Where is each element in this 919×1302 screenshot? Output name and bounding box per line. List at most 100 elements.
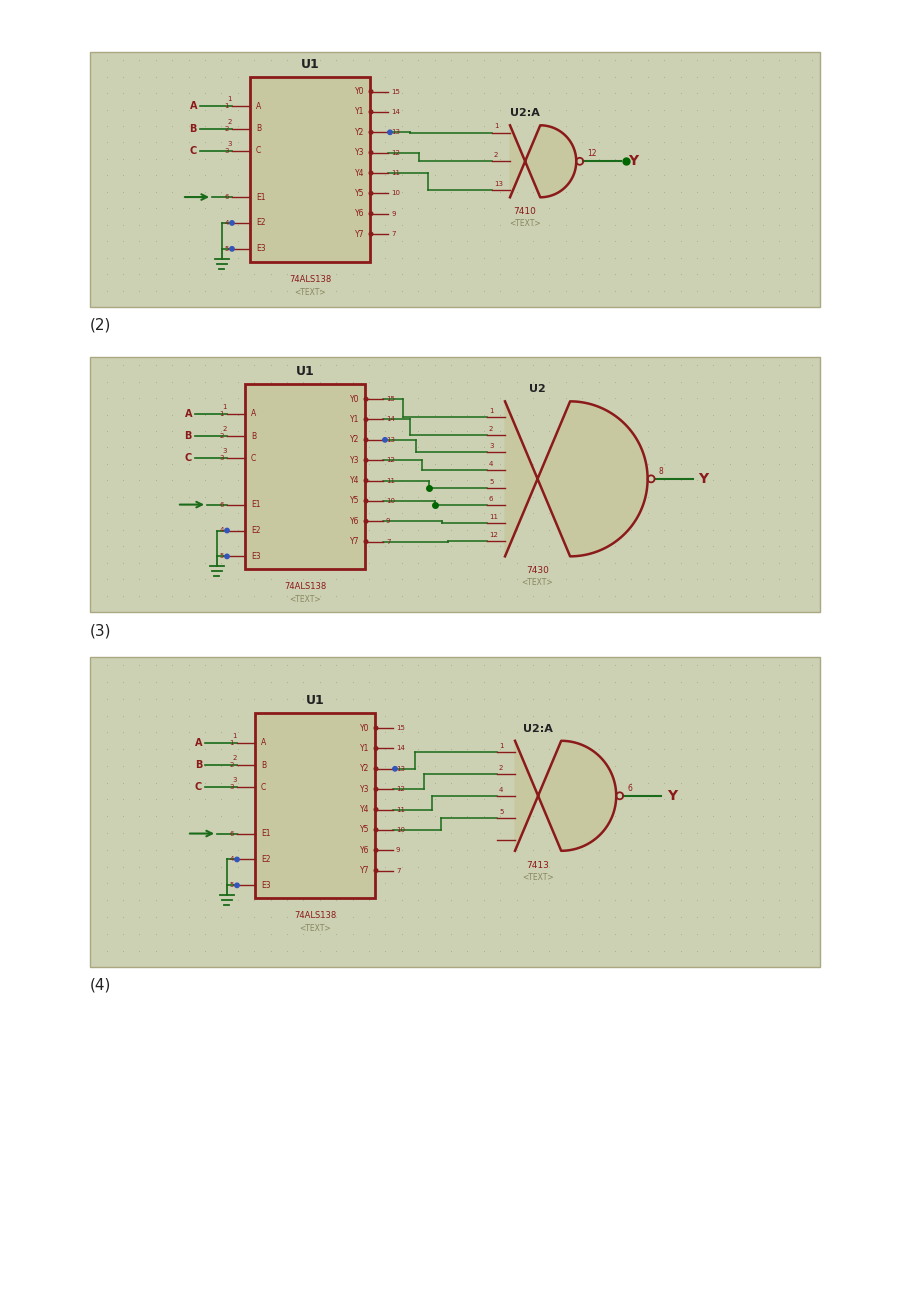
Circle shape: [234, 857, 239, 862]
Text: 1: 1: [220, 411, 223, 417]
Text: Y3: Y3: [354, 148, 364, 158]
Text: 7: 7: [391, 230, 395, 237]
Text: 2: 2: [220, 434, 223, 439]
Circle shape: [369, 191, 372, 195]
Text: 5: 5: [498, 809, 503, 815]
Text: U2:A: U2:A: [523, 724, 552, 734]
Text: C: C: [255, 146, 261, 155]
Text: Y0: Y0: [359, 724, 369, 733]
Text: Y6: Y6: [359, 846, 369, 854]
Text: 1: 1: [494, 124, 498, 129]
Text: 12: 12: [395, 786, 404, 792]
Circle shape: [369, 171, 372, 174]
Text: Y1: Y1: [354, 108, 364, 116]
Circle shape: [364, 499, 368, 503]
Circle shape: [374, 828, 378, 832]
Text: Y3: Y3: [349, 456, 358, 465]
Text: 7410: 7410: [513, 207, 536, 216]
Text: 15: 15: [395, 725, 404, 732]
Text: 1: 1: [489, 408, 493, 414]
Text: 14: 14: [391, 109, 400, 115]
Text: E1: E1: [251, 500, 260, 509]
Text: 12: 12: [586, 150, 596, 159]
Circle shape: [224, 529, 229, 533]
Text: 3: 3: [489, 443, 493, 449]
Text: 14: 14: [395, 746, 404, 751]
Circle shape: [382, 437, 387, 443]
Text: C: C: [261, 783, 266, 792]
Text: E3: E3: [255, 245, 266, 254]
Text: 4: 4: [230, 857, 233, 862]
Text: 14: 14: [386, 417, 394, 423]
Text: 11: 11: [386, 478, 394, 483]
Text: A: A: [194, 738, 202, 747]
Text: (3): (3): [90, 622, 111, 638]
Text: 6: 6: [489, 496, 493, 503]
Text: 15: 15: [391, 89, 400, 95]
Text: Y7: Y7: [349, 538, 358, 546]
Bar: [255, 713, 375, 898]
Text: Y: Y: [666, 789, 676, 803]
Text: 5: 5: [224, 246, 229, 251]
Text: E2: E2: [251, 526, 260, 535]
Text: 74ALS138: 74ALS138: [289, 275, 331, 284]
Circle shape: [364, 397, 368, 401]
Circle shape: [364, 479, 368, 482]
Text: 1: 1: [222, 404, 227, 410]
Polygon shape: [509, 125, 575, 198]
Text: 2: 2: [222, 426, 227, 432]
Text: 7: 7: [386, 539, 390, 544]
Circle shape: [364, 437, 368, 441]
Text: 15: 15: [386, 396, 394, 402]
Circle shape: [374, 807, 378, 811]
Text: Y: Y: [628, 155, 638, 168]
Circle shape: [364, 540, 368, 543]
Text: B: B: [255, 124, 261, 133]
Text: (2): (2): [90, 318, 111, 333]
Text: 3: 3: [227, 141, 232, 147]
Text: 13: 13: [395, 766, 404, 772]
Text: 6: 6: [627, 784, 631, 793]
Text: Y5: Y5: [349, 496, 358, 505]
Circle shape: [374, 746, 378, 750]
Text: 12: 12: [489, 531, 497, 538]
Text: 2: 2: [489, 426, 493, 431]
Text: U1: U1: [301, 57, 319, 70]
Text: U2: U2: [528, 384, 545, 395]
Bar: [250, 77, 369, 262]
Text: U1: U1: [305, 694, 324, 707]
Text: 9: 9: [395, 848, 400, 853]
Text: E1: E1: [261, 829, 270, 838]
Text: Y0: Y0: [349, 395, 358, 404]
Text: B: B: [195, 760, 202, 769]
Text: B: B: [189, 124, 197, 134]
Text: 5: 5: [230, 883, 233, 888]
Text: A: A: [189, 102, 197, 112]
Text: 4: 4: [489, 461, 493, 467]
Circle shape: [374, 767, 378, 771]
Text: 2: 2: [498, 764, 503, 771]
Circle shape: [230, 246, 234, 251]
Text: Y1: Y1: [349, 415, 358, 424]
Text: 13: 13: [391, 129, 400, 135]
Text: 1: 1: [224, 103, 229, 109]
Text: 4: 4: [498, 786, 503, 793]
Text: 9: 9: [386, 518, 390, 525]
Text: 2: 2: [230, 762, 233, 768]
Text: 3: 3: [222, 448, 227, 454]
Text: 2: 2: [227, 118, 232, 125]
Text: C: C: [251, 454, 256, 462]
Circle shape: [369, 232, 372, 236]
Text: 4: 4: [220, 527, 223, 534]
Text: 13: 13: [494, 181, 503, 187]
Text: Y3: Y3: [359, 785, 369, 794]
Text: 3: 3: [224, 148, 229, 154]
Circle shape: [369, 111, 372, 113]
Text: 3: 3: [229, 784, 233, 790]
Text: 11: 11: [391, 171, 400, 176]
Text: Y0: Y0: [354, 87, 364, 96]
Text: 12: 12: [386, 457, 394, 464]
Bar: [90, 357, 819, 612]
Circle shape: [230, 221, 234, 225]
Text: 7430: 7430: [526, 566, 549, 575]
